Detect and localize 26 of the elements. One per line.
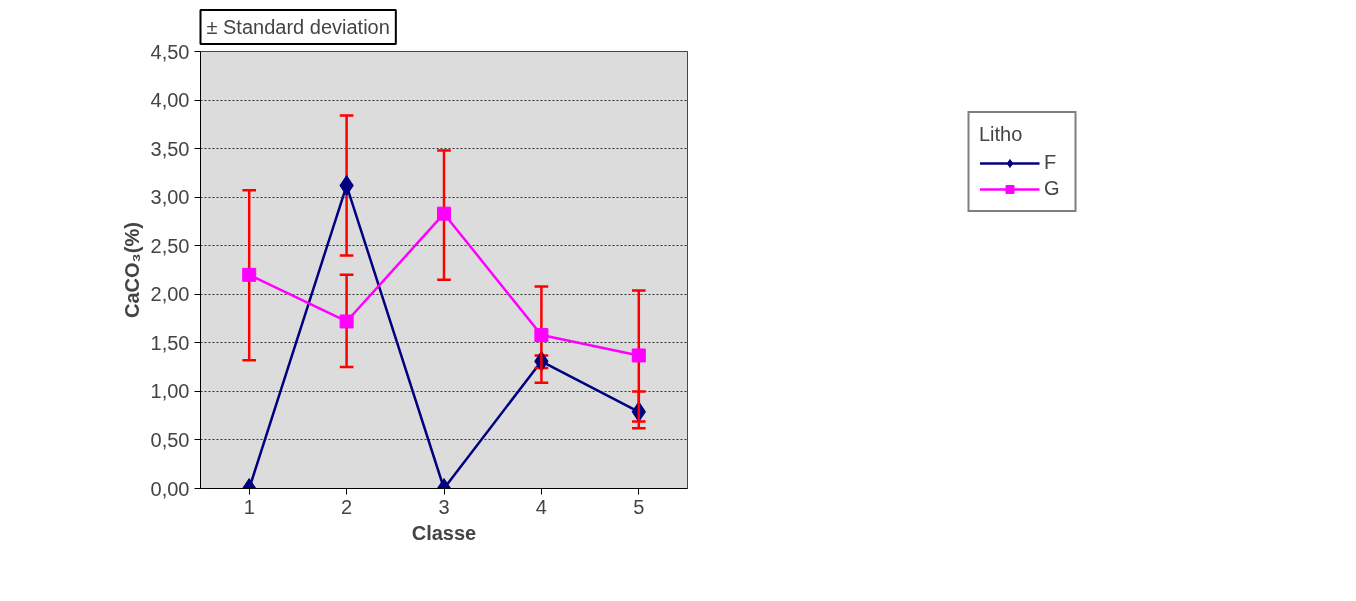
point: [339, 314, 354, 329]
point: [534, 328, 549, 343]
x-tick-label: 2: [341, 495, 353, 518]
x-axis-title: Classe: [411, 521, 477, 544]
legend-title: Litho: [979, 123, 1024, 146]
y-tick-label: 1,50: [150, 331, 190, 354]
y-tick-label: 4,00: [150, 89, 190, 112]
point: [437, 206, 451, 221]
point: [242, 267, 257, 282]
y-tick-label: 2,00: [150, 283, 190, 306]
y-tick-label: 4,50: [150, 40, 190, 63]
x-tick-label: 3: [438, 495, 450, 518]
legend-label: G: [1044, 177, 1061, 200]
y-tick-label: 3,50: [150, 137, 190, 160]
y-tick-label: 0,50: [150, 428, 190, 451]
y-tick-label: 2,50: [150, 234, 190, 257]
text: ± Standard deviation: [206, 16, 390, 38]
x-tick-label: 4: [535, 495, 547, 518]
x-tick-label: 1: [243, 495, 255, 518]
legend-label: F: [1044, 151, 1058, 174]
x-tick-label: 5: [633, 495, 645, 518]
y-axis-title: CaCO₃(%): [120, 222, 143, 318]
y-tick-label: 3,00: [150, 186, 190, 209]
y-tick-label: 0,00: [150, 477, 190, 500]
y-tick-label: 1,00: [150, 380, 190, 403]
point: [631, 348, 646, 363]
